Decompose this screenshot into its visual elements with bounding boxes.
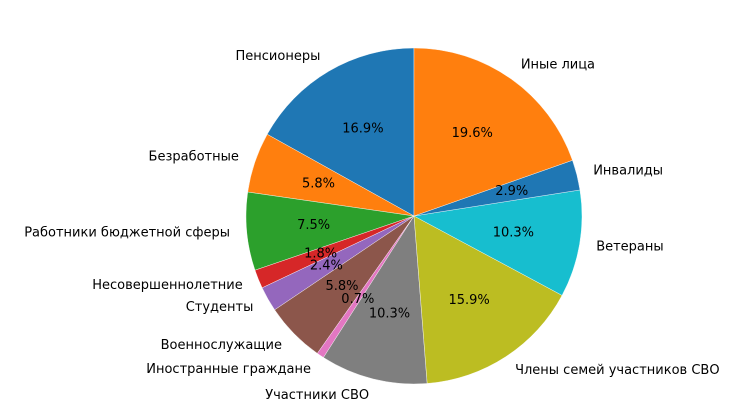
slice-pct-4: 2.4% xyxy=(310,258,343,273)
slice-pct-1: 5.8% xyxy=(302,176,335,191)
slice-pct-0: 16.9% xyxy=(342,122,383,137)
slice-8 xyxy=(413,215,563,384)
slice-label-8: Члены семей участников СВО xyxy=(515,363,719,378)
slice-11 xyxy=(413,47,573,217)
slice-label-1: Безработные xyxy=(149,149,239,164)
slice-label-6: Иностранные граждане xyxy=(146,362,311,377)
slice-pct-9: 10.3% xyxy=(493,225,534,240)
slice-label-11: Иные лица xyxy=(521,58,595,73)
pie-slices xyxy=(245,47,583,385)
slice-0 xyxy=(266,47,415,217)
slice-pct-8: 15.9% xyxy=(448,293,489,308)
slice-label-2: Работники бюджетной сферы xyxy=(24,226,230,241)
slice-label-10: Инвалиды xyxy=(593,163,663,178)
slice-label-7: Участники СВО xyxy=(265,388,369,403)
slice-pct-3: 1.8% xyxy=(304,246,337,261)
slice-pct-10: 2.9% xyxy=(495,184,528,199)
slice-pct-2: 7.5% xyxy=(297,218,330,233)
pie-labels: Пенсионеры 16.9% Безработные 5.8% Работники … xyxy=(24,49,719,403)
slice-7 xyxy=(323,215,428,385)
slice-pct-7: 10.3% xyxy=(369,306,410,321)
slice-label-0: Пенсионеры xyxy=(236,49,321,64)
slice-pct-6: 0.7% xyxy=(341,292,374,307)
slice-label-3: Несовершеннолетние xyxy=(92,278,242,293)
slice-label-5: Военнослужащие xyxy=(161,338,282,353)
slice-label-9: Ветераны xyxy=(596,239,663,254)
slice-label-4: Студенты xyxy=(186,300,254,315)
slice-pct-5: 5.8% xyxy=(325,279,358,294)
slice-pct-11: 19.6% xyxy=(452,126,493,141)
slice-9 xyxy=(413,189,583,296)
